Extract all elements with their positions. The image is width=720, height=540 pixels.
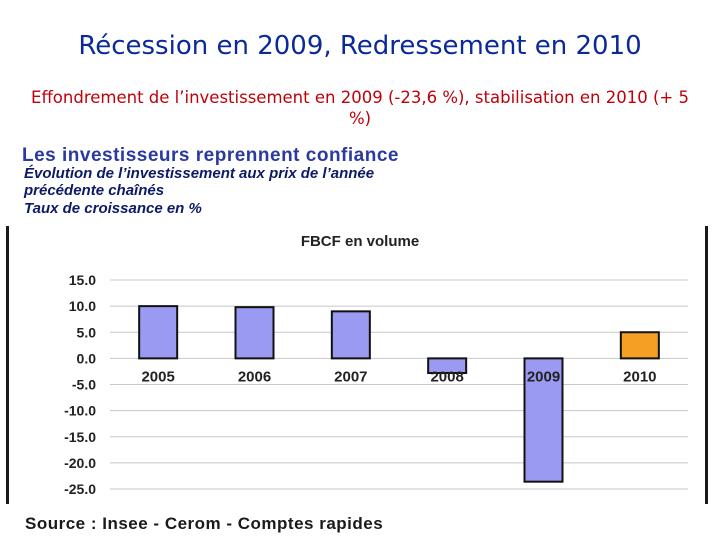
bars	[138, 305, 660, 483]
x-tick-label: 2005	[141, 368, 174, 385]
x-tick-label: 2008	[430, 368, 463, 385]
figure-subtitle-line1: Évolution de l’investissement aux prix d…	[24, 165, 375, 182]
figure-title: Les investisseurs reprennent confiance	[22, 145, 399, 166]
bar-2009	[523, 357, 564, 483]
grid-lines	[110, 279, 688, 490]
bar-2007	[330, 310, 371, 360]
y-tick-label: 10.0	[69, 298, 96, 314]
figure-subtitle-line3: Taux de croissance en %	[24, 200, 202, 217]
chart-title: FBCF en volume	[301, 233, 419, 250]
y-tick-label: 15.0	[69, 272, 96, 288]
x-tick-label: 2010	[623, 368, 656, 385]
figure-source: Source : Insee - Cerom - Comptes rapides	[25, 514, 384, 533]
figure-subtitle-line2: précédente chaînés	[24, 182, 165, 199]
x-tick-label: 2007	[334, 368, 367, 385]
y-tick-label: -15.0	[64, 429, 96, 445]
y-tick-label: 0.0	[77, 350, 97, 366]
y-axis-ticks: 15.0 10.0 5.0 0.0 -5.0 -10.0 -15.0 -20.0 -25.0	[64, 272, 96, 497]
x-tick-label: 2006	[238, 368, 271, 385]
chart-frame	[6, 226, 708, 504]
slide-subtitle: Effondrement de l’investissement en 2009…	[31, 88, 689, 128]
y-tick-label: -25.0	[64, 481, 96, 497]
y-tick-label: -20.0	[64, 455, 96, 471]
x-tick-label: 2009	[527, 368, 560, 385]
bar-2006	[234, 306, 275, 360]
x-axis-ticks: 2005 2006 2007 2008 2009 2010	[141, 368, 656, 385]
y-tick-label: 5.0	[77, 324, 97, 340]
bar-2005	[138, 305, 179, 360]
bar-2008	[427, 357, 468, 375]
bar-2010	[619, 331, 660, 360]
slide-title: Récession en 2009, Redressement en 2010	[78, 31, 642, 61]
y-tick-label: -10.0	[64, 403, 96, 419]
y-tick-label: -5.0	[72, 377, 96, 393]
